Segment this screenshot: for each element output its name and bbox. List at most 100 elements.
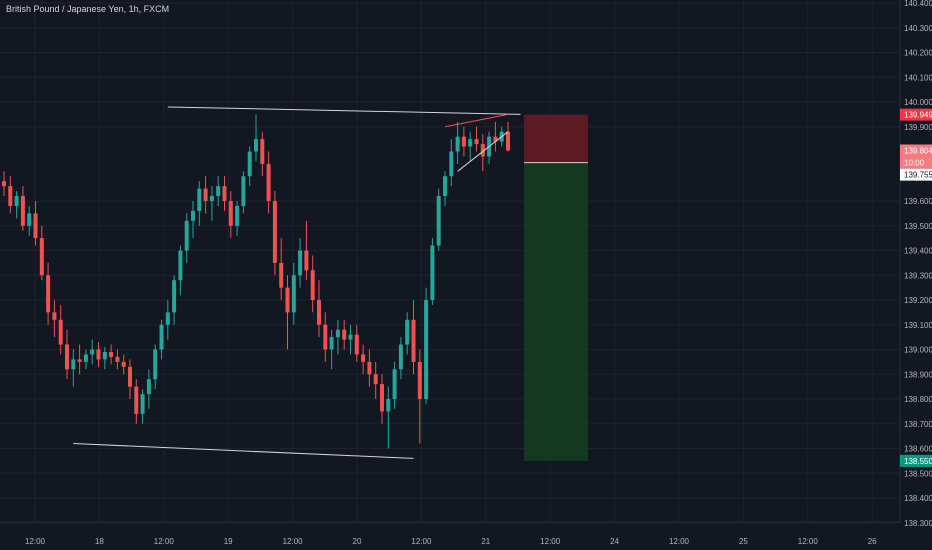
candle-body	[506, 131, 510, 151]
price-tick-label: 139.400	[904, 247, 932, 256]
candle-body	[197, 188, 202, 211]
price-tick-label: 140.100	[904, 73, 932, 82]
candle-body	[46, 275, 51, 313]
candle-body	[146, 379, 151, 395]
candle-body	[342, 329, 347, 340]
candle-body	[216, 186, 221, 197]
stop-loss-zone[interactable]	[524, 114, 588, 163]
candle-body	[165, 312, 170, 325]
candle-body	[291, 275, 296, 313]
price-labels: 139.949 139.804 10:00 139.755 138.550	[900, 108, 932, 467]
time-tick-label: 12:00	[411, 537, 432, 546]
candle-body	[33, 213, 38, 239]
price-tick-label: 139.600	[904, 197, 932, 206]
candle-body	[329, 337, 334, 350]
candle-body	[209, 196, 214, 201]
candle-body	[493, 136, 498, 142]
candle-body	[115, 356, 120, 362]
price-tick-label: 140.000	[904, 98, 932, 107]
candle-body	[266, 163, 271, 201]
entry-price-tag	[900, 168, 932, 181]
candle-body	[405, 319, 410, 345]
candle-body	[228, 201, 233, 226]
countdown-price-tag	[900, 156, 932, 169]
candle-body	[380, 384, 384, 412]
candle-body	[348, 334, 353, 340]
candle-body	[279, 262, 284, 288]
price-tick-label: 139.100	[904, 321, 932, 330]
price-tick-label: 138.700	[904, 420, 932, 429]
risk-reward-tool[interactable]	[524, 114, 588, 461]
candle-body	[354, 334, 359, 355]
candle-body	[52, 312, 57, 320]
candle-body	[285, 287, 290, 313]
candle-body	[121, 361, 126, 367]
wedge-lower[interactable]	[457, 131, 509, 172]
candles	[2, 114, 510, 449]
chart-title: British Pound / Japanese Yen, 1h, FXCM	[6, 4, 170, 14]
candle-body	[109, 351, 114, 357]
grid	[0, 0, 900, 524]
top-trendline[interactable]	[167, 106, 521, 115]
candle-body	[8, 186, 13, 206]
target-price-tag	[900, 454, 932, 467]
candle-body	[272, 201, 277, 263]
price-tick-label: 140.400	[904, 0, 932, 8]
bottom-trendline[interactable]	[73, 443, 414, 459]
candle-body	[235, 205, 240, 226]
candle-body	[424, 300, 429, 399]
time-tick-label: 25	[739, 537, 748, 546]
candle-body	[417, 361, 422, 399]
candle-body	[128, 366, 132, 387]
candle-body	[455, 136, 460, 152]
candle-body	[172, 280, 177, 313]
wedge-upper[interactable]	[444, 113, 509, 128]
price-tick-label: 138.900	[904, 370, 932, 379]
candle-body	[461, 136, 466, 147]
candle-body	[184, 220, 189, 251]
candle-body	[134, 386, 139, 414]
candle-body	[140, 394, 145, 414]
candle-body	[443, 176, 447, 197]
target-price-label: 138.550	[904, 457, 932, 466]
price-tick-label: 139.900	[904, 123, 932, 132]
time-tick-label: 12:00	[669, 537, 690, 546]
price-tick-label: 139.000	[904, 346, 932, 355]
time-tick-label: 20	[353, 537, 362, 546]
time-tick-label: 21	[481, 537, 490, 546]
candle-body	[20, 196, 25, 226]
time-tick-label: 24	[610, 537, 619, 546]
candle-body	[335, 329, 340, 338]
candle-body	[178, 250, 183, 281]
candle-body	[254, 139, 258, 152]
candle-body	[102, 351, 107, 360]
price-tick-label: 138.400	[904, 494, 932, 503]
price-tick-label: 140.200	[904, 49, 932, 58]
time-tick-label: 12:00	[154, 537, 175, 546]
candle-body	[361, 354, 366, 362]
drawings[interactable]	[73, 106, 521, 459]
candle-body	[222, 186, 227, 201]
candle-body	[83, 354, 88, 362]
candle-body	[298, 250, 303, 276]
price-tick-label: 138.800	[904, 395, 932, 404]
candle-body	[436, 196, 441, 246]
time-axis[interactable]: 12:00 18 12:00 19 12:00 20 12:00 21 12:00 24 12:00…	[25, 537, 877, 546]
candle-body	[474, 139, 479, 145]
price-axis[interactable]: 140.400 140.300 140.200 140.100 140.000 139.9…	[904, 0, 932, 528]
candle-body	[430, 245, 435, 300]
candle-body	[96, 349, 101, 360]
last-price-label: 139.804	[904, 147, 932, 156]
candle-body	[27, 213, 32, 226]
candle-body	[468, 139, 473, 147]
candle-body	[159, 324, 164, 350]
take-profit-zone[interactable]	[524, 162, 588, 461]
price-tick-label: 138.500	[904, 469, 932, 478]
stop-price-label: 139.949	[904, 111, 932, 120]
time-tick-label: 12:00	[25, 537, 46, 546]
candle-body	[304, 250, 309, 271]
price-tick-label: 139.500	[904, 222, 932, 231]
candle-body	[317, 300, 321, 325]
candle-body	[392, 369, 397, 399]
